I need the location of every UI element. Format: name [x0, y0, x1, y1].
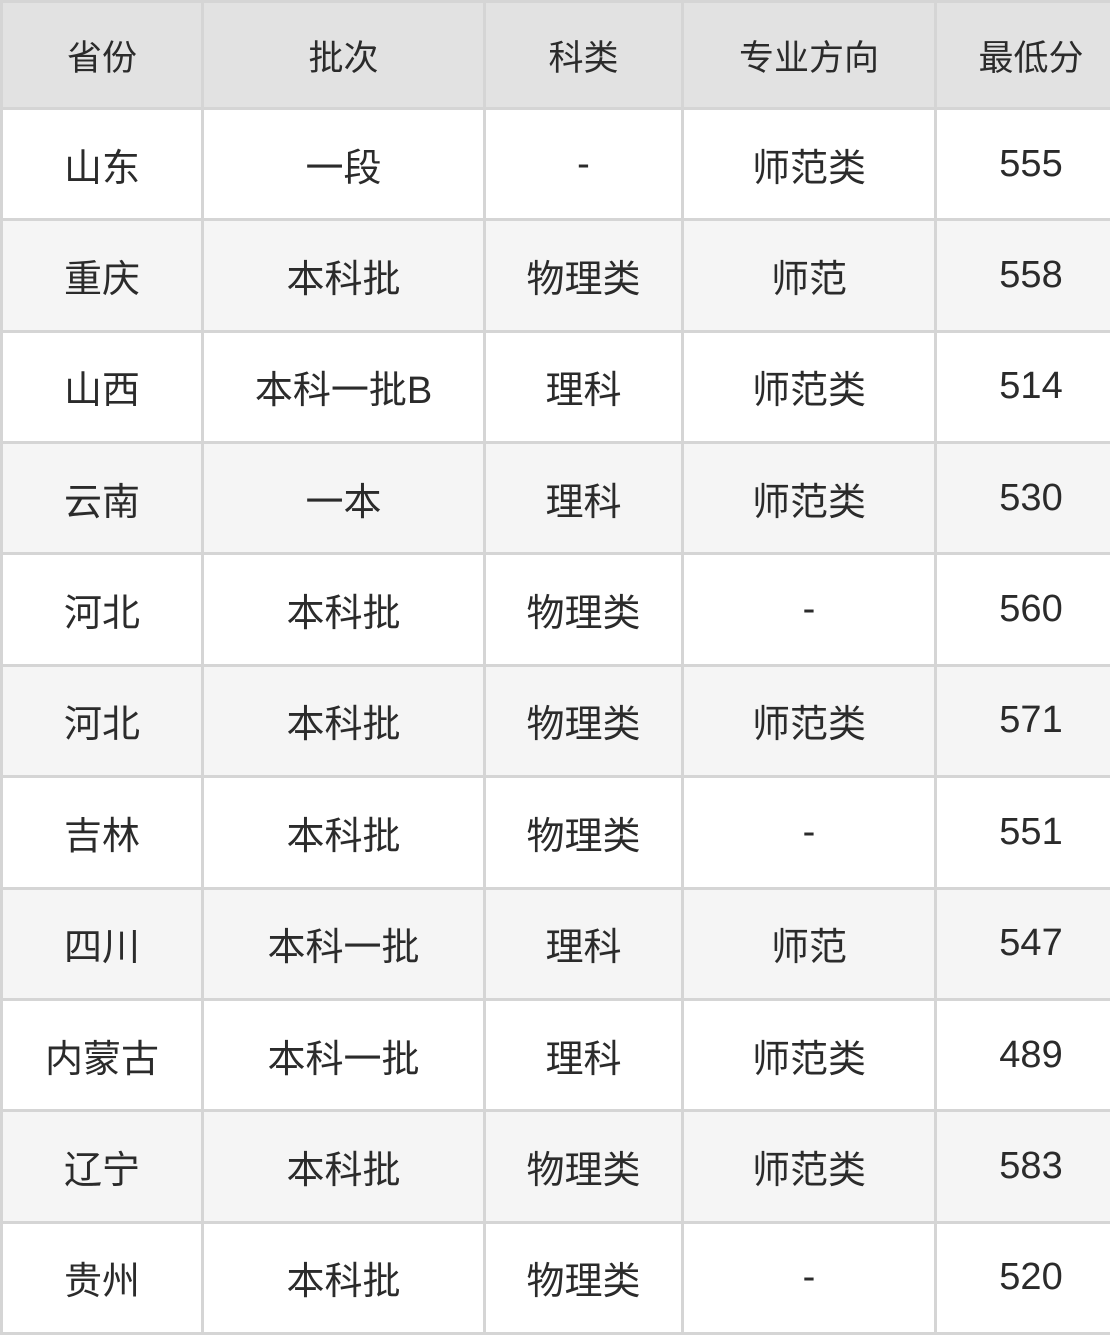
table-row: 四川 本科一批 理科 师范 547: [0, 886, 1110, 1001]
table-row: 山东 一段 - 师范类 555: [0, 106, 1110, 222]
table-row: 山西 本科一批B 理科 师范类 514: [0, 329, 1110, 445]
table-row: 辽宁 本科批 物理类 师范类 583: [0, 1109, 1110, 1224]
table-row: 吉林 本科批 物理类 -551: [0, 775, 1110, 890]
column-header-3: 专业方向: [681, 0, 937, 110]
table-row: 贵州 本科批 物理类 -520: [0, 1220, 1110, 1335]
table-cell: 本科一批: [201, 886, 486, 1001]
table-cell: 贵州: [0, 1220, 204, 1335]
table-cell: 514: [934, 329, 1110, 445]
table-cell: 物理类: [483, 1220, 684, 1335]
table-cell: 吉林: [0, 775, 204, 890]
table-cell: 内蒙古: [0, 997, 204, 1113]
table-cell: 571: [934, 663, 1110, 779]
table-cell: 师范类: [681, 441, 937, 556]
column-header-0: 省份: [0, 0, 204, 110]
table-cell: -: [681, 775, 937, 890]
table-cell: 本科批: [201, 663, 486, 779]
table-cell: 师范类: [681, 1109, 937, 1224]
table-cell: 本科批: [201, 1109, 486, 1224]
table-cell: 物理类: [483, 1109, 684, 1224]
table-cell: 山东: [0, 106, 204, 222]
table-cell: 547: [934, 886, 1110, 1001]
table-cell: 583: [934, 1109, 1110, 1224]
table-cell: 理科: [483, 441, 684, 556]
table-cell: 山西: [0, 329, 204, 445]
column-header-1: 批次: [201, 0, 486, 110]
table-cell: 师范类: [681, 106, 937, 222]
table-cell: 四川: [0, 886, 204, 1001]
table-cell: 理科: [483, 329, 684, 445]
column-header-2: 科类: [483, 0, 684, 110]
table-header-row: 省份 批次 科类 专业方向 最低分: [0, 0, 1110, 110]
table-cell: 本科批: [201, 218, 486, 333]
table-head: 省份 批次 科类 专业方向 最低分: [0, 0, 1110, 110]
table-row: 重庆 本科批 物理类 师范 558: [0, 218, 1110, 333]
table-body: 山东 一段 - 师范类 555 重庆 本科批 物理类 师范 558 山西 本科一批B 理科 师范类 514 云…: [0, 106, 1110, 1335]
table-cell: 558: [934, 218, 1110, 333]
table-cell: 河北: [0, 663, 204, 779]
table-cell: -: [681, 1220, 937, 1335]
table-cell: 物理类: [483, 552, 684, 667]
table-row: 内蒙古 本科一批 理科 师范类 489: [0, 997, 1110, 1113]
table-cell: 河北: [0, 552, 204, 667]
table-cell: 理科: [483, 997, 684, 1113]
table-cell: 物理类: [483, 663, 684, 779]
table-cell: 本科批: [201, 775, 486, 890]
table-row: 河北 本科批 物理类 -560: [0, 552, 1110, 667]
table-row: 河北 本科批 物理类 师范类 571: [0, 663, 1110, 779]
table-cell: 530: [934, 441, 1110, 556]
table-cell: 555: [934, 106, 1110, 222]
table-cell: 489: [934, 997, 1110, 1113]
column-header-4: 最低分: [934, 0, 1110, 110]
table-cell: 560: [934, 552, 1110, 667]
table-cell: 本科批: [201, 1220, 486, 1335]
table-cell: 理科: [483, 886, 684, 1001]
table-cell: 物理类: [483, 775, 684, 890]
table-cell: 551: [934, 775, 1110, 890]
table-cell: 师范类: [681, 329, 937, 445]
table-cell: 云南: [0, 441, 204, 556]
table-cell: 师范: [681, 218, 937, 333]
table-cell: 本科批: [201, 552, 486, 667]
table-cell: -: [681, 552, 937, 667]
table-cell: 本科一批: [201, 997, 486, 1113]
table-cell: 物理类: [483, 218, 684, 333]
table-cell: 520: [934, 1220, 1110, 1335]
table-cell: 重庆: [0, 218, 204, 333]
table-cell: -: [483, 106, 684, 222]
table-cell: 师范: [681, 886, 937, 1001]
table-cell: 本科一批B: [201, 329, 486, 445]
table-cell: 师范类: [681, 663, 937, 779]
table-cell: 一段: [201, 106, 486, 222]
table-row: 云南 一本 理科 师范类 530: [0, 441, 1110, 556]
table-cell: 辽宁: [0, 1109, 204, 1224]
table-cell: 师范类: [681, 997, 937, 1113]
table-cell: 一本: [201, 441, 486, 556]
